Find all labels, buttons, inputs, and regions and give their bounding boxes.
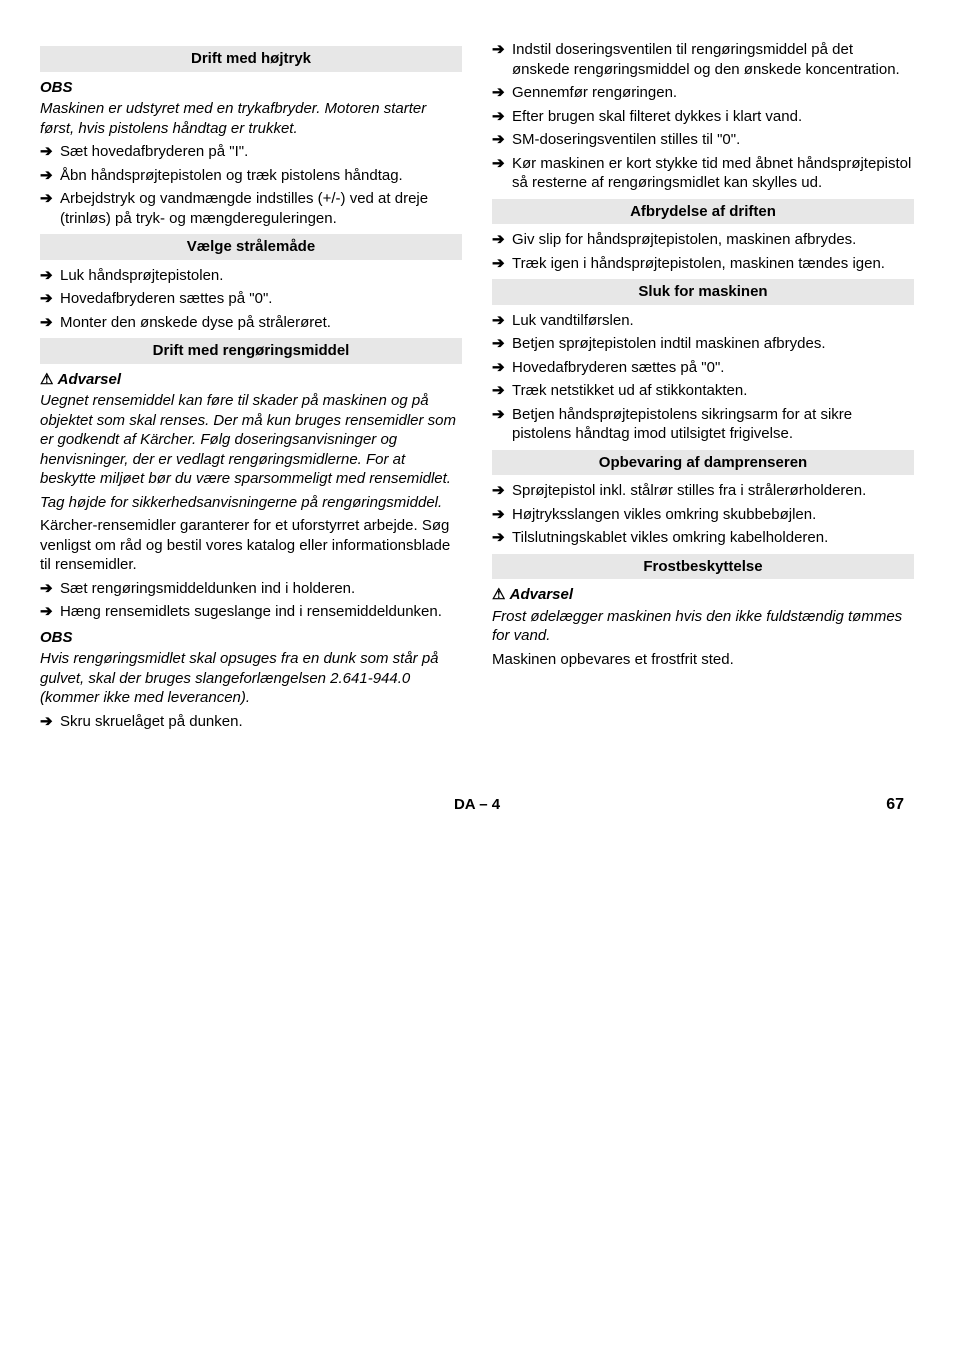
heading-drift-hojtryk: Drift med højtryk [40, 46, 462, 72]
paragraph-karcher: Kärcher-rensemidler garanterer for et uf… [40, 516, 462, 575]
left-column: Drift med højtryk OBS Maskinen er udstyr… [40, 40, 462, 735]
list-6: Giv slip for håndsprøjtepistolen, maskin… [492, 230, 914, 273]
list-item: Kør maskinen er kort stykke tid med åbne… [492, 154, 914, 193]
warning-label-1: Advarsel [40, 370, 462, 390]
list-5: Indstil doseringsventilen til rengørings… [492, 40, 914, 193]
list-item: Hovedafbryderen sættes på "0". [492, 358, 914, 378]
list-item: Monter den ønskede dyse på strålerøret. [40, 313, 462, 333]
paragraph-frost: Maskinen opbevares et frostfrit sted. [492, 650, 914, 670]
heading-afbrydelse: Afbrydelse af driften [492, 199, 914, 225]
list-item: Sæt hovedafbryderen på "I". [40, 142, 462, 162]
list-item: Efter brugen skal filteret dykkes i klar… [492, 107, 914, 127]
list-item: Skru skruelåget på dunken. [40, 712, 462, 732]
list-item: Gennemfør rengøringen. [492, 83, 914, 103]
obs-text-2: Hvis rengøringsmidlet skal opsuges fra e… [40, 649, 462, 708]
list-item: Luk vandtilførslen. [492, 311, 914, 331]
footer-page-number: 67 [619, 795, 904, 816]
list-1: Sæt hovedafbryderen på "I". Åbn håndsprø… [40, 142, 462, 228]
heading-sluk: Sluk for maskinen [492, 279, 914, 305]
list-item: Sprøjtepistol inkl. stålrør stilles fra … [492, 481, 914, 501]
warning-text-1b: Tag højde for sikkerhedsanvisningerne på… [40, 493, 462, 513]
heading-frostbeskyttelse: Frostbeskyttelse [492, 554, 914, 580]
list-item: Indstil doseringsventilen til rengørings… [492, 40, 914, 79]
page-footer: DA – 4 67 [40, 795, 914, 816]
heading-opbevaring: Opbevaring af damprenseren [492, 450, 914, 476]
list-item: Arbejdstryk og vandmængde indstilles (+/… [40, 189, 462, 228]
footer-center: DA – 4 [335, 795, 620, 815]
list-2: Luk håndsprøjtepistolen. Hovedafbryderen… [40, 266, 462, 333]
warning-text-1a: Uegnet rensemiddel kan føre til skader p… [40, 391, 462, 489]
right-column: Indstil doseringsventilen til rengørings… [492, 40, 914, 735]
obs-label-1: OBS [40, 78, 462, 98]
list-item: Højtryksslangen vikles omkring skubbebøj… [492, 505, 914, 525]
warning-label-2: Advarsel [492, 585, 914, 605]
list-item: Luk håndsprøjtepistolen. [40, 266, 462, 286]
list-7: Luk vandtilførslen. Betjen sprøjtepistol… [492, 311, 914, 444]
obs-label-2: OBS [40, 628, 462, 648]
warning-text-2: Frost ødelægger maskinen hvis den ikke f… [492, 607, 914, 646]
list-item: Betjen håndsprøjtepistolens sikringsarm … [492, 405, 914, 444]
list-item: Sæt rengøringsmiddeldunken ind i holdere… [40, 579, 462, 599]
list-item: Tilslutningskablet vikles omkring kabelh… [492, 528, 914, 548]
list-3: Sæt rengøringsmiddeldunken ind i holdere… [40, 579, 462, 622]
list-item: Hæng rensemidlets sugeslange ind i rense… [40, 602, 462, 622]
list-item: Giv slip for håndsprøjtepistolen, maskin… [492, 230, 914, 250]
heading-drift-rengoringsmiddel: Drift med rengøringsmiddel [40, 338, 462, 364]
heading-valge-stralemade: Vælge strålemåde [40, 234, 462, 260]
list-item: Åbn håndsprøjtepistolen og træk pistolen… [40, 166, 462, 186]
obs-text-1: Maskinen er udstyret med en trykafbryder… [40, 99, 462, 138]
list-8: Sprøjtepistol inkl. stålrør stilles fra … [492, 481, 914, 548]
list-item: Træk netstikket ud af stikkontakten. [492, 381, 914, 401]
list-item: Betjen sprøjtepistolen indtil maskinen a… [492, 334, 914, 354]
list-item: SM-doseringsventilen stilles til "0". [492, 130, 914, 150]
list-4: Skru skruelåget på dunken. [40, 712, 462, 732]
list-item: Træk igen i håndsprøjtepistolen, maskine… [492, 254, 914, 274]
list-item: Hovedafbryderen sættes på "0". [40, 289, 462, 309]
